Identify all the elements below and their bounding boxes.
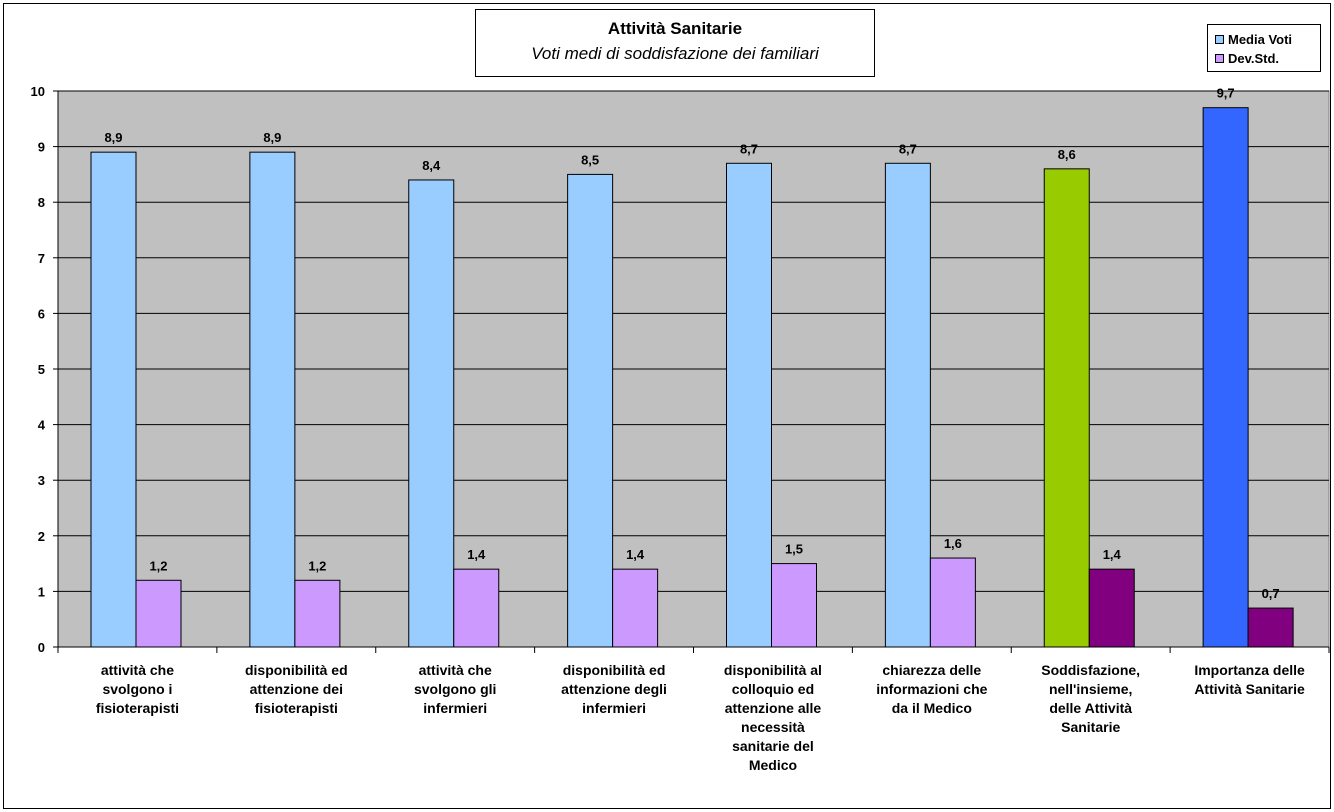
x-category-label: chiarezza delle informazioni che da il Med…: [857, 661, 1007, 718]
chart-title: Attività Sanitarie: [607, 19, 743, 38]
x-category-label-line: attenzione alle: [724, 700, 822, 716]
chart-subtitle: Voti medi di soddisfazione dei familiari: [531, 44, 819, 63]
data-label-dev-std: 1,4: [1103, 547, 1122, 562]
x-category-label-line: disponibilità ed: [244, 662, 348, 678]
bar-dev-std: [612, 568, 659, 648]
x-category-label-line: fisioterapisti: [254, 700, 338, 716]
x-category-label-line: necessità: [741, 719, 805, 735]
bar-media-voti: [408, 179, 455, 648]
x-category-label-line: nell'insieme,: [1048, 681, 1133, 697]
x-category-label-line: Medico: [748, 757, 798, 773]
y-tick-label: 3: [38, 473, 45, 488]
bar-dev-std: [1247, 607, 1294, 648]
x-category-label: disponibilità al colloquio ed attenzione a…: [698, 661, 848, 775]
bar-media-voti: [90, 151, 137, 648]
bar-dev-std: [1088, 568, 1135, 648]
data-label-media-voti: 8,9: [263, 130, 281, 145]
x-category-label-line: attenzione degli: [561, 681, 667, 697]
y-tick-label: 5: [38, 362, 45, 377]
y-tick-label: 6: [38, 306, 45, 321]
x-category-label: disponibilità ed attenzione degli infermie…: [539, 661, 689, 718]
chart-title-box: Attività Sanitarie Voti medi di soddisfa…: [475, 9, 875, 77]
data-label-dev-std: 1,5: [785, 542, 803, 557]
data-label-dev-std: 1,4: [626, 547, 645, 562]
data-label-dev-std: 1,2: [308, 558, 326, 573]
bar-media-voti: [249, 151, 296, 648]
legend-item-media-voti: Media Voti: [1215, 30, 1320, 49]
data-label-media-voti: 8,4: [422, 158, 441, 173]
x-category-label: attività che svolgono gli infermieri: [380, 661, 530, 718]
x-category-label-line: svolgono i: [102, 681, 173, 697]
bar-dev-std: [294, 579, 341, 648]
data-label-dev-std: 0,7: [1262, 586, 1280, 601]
x-category-label-line: da il Medico: [891, 700, 972, 716]
y-tick-label: 0: [38, 640, 45, 655]
data-label-media-voti: 8,6: [1058, 147, 1076, 162]
bar-media-voti: [567, 173, 614, 648]
bar-dev-std: [771, 563, 817, 648]
x-category-label: Soddisfazione, nell'insieme, delle Attivit…: [1016, 661, 1166, 737]
x-category-label-line: colloquio ed: [731, 681, 815, 697]
bar-media-voti: [1043, 168, 1090, 648]
x-category-label-line: Soddisfazione,: [1041, 662, 1141, 678]
x-category-label-line: Sanitarie: [1061, 719, 1121, 735]
x-category-label-line: svolgono gli: [413, 681, 497, 697]
data-label-media-voti: 8,7: [740, 141, 758, 156]
data-label-dev-std: 1,2: [149, 558, 167, 573]
x-category-label-line: Attività Sanitarie: [1194, 681, 1305, 697]
x-category-label-line: delle Attività: [1049, 700, 1133, 716]
x-category-label-line: attività che: [418, 662, 492, 678]
data-label-media-voti: 8,9: [104, 130, 122, 145]
x-category-label-line: disponibilità al: [723, 662, 822, 678]
data-label-media-voti: 9,7: [1217, 86, 1235, 101]
x-category-label-line: Importanza delle: [1194, 662, 1305, 678]
x-category-label-line: attenzione dei: [249, 681, 343, 697]
bar-dev-std: [453, 568, 500, 648]
legend-label-dev-std: Dev.Std.: [1228, 51, 1280, 66]
data-label-media-voti: 8,7: [899, 141, 917, 156]
x-category-label: disponibilità ed attenzione dei fisioterap…: [221, 661, 371, 718]
legend-item-dev-std: Dev.Std.: [1215, 49, 1320, 68]
data-label-media-voti: 8,5: [581, 152, 599, 167]
bar-dev-std: [929, 557, 976, 648]
y-tick-label: 2: [38, 529, 45, 544]
x-category-label: attività che svolgono i fisioterapisti: [62, 661, 212, 718]
y-tick-label: 4: [38, 418, 46, 433]
bar-media-voti: [884, 162, 931, 648]
legend-swatch-dev-std: [1215, 54, 1224, 63]
x-category-label-line: chiarezza delle: [882, 662, 982, 678]
y-tick-label: 7: [38, 251, 45, 266]
x-category-label-line: fisioterapisti: [95, 700, 180, 716]
data-label-dev-std: 1,4: [467, 547, 486, 562]
x-category-label-line: infermieri: [423, 700, 488, 716]
y-tick-label: 1: [38, 584, 45, 599]
bar-dev-std: [135, 579, 182, 648]
bar-media-voti: [1202, 107, 1249, 648]
legend-label-media-voti: Media Voti: [1228, 32, 1293, 47]
y-tick-label: 8: [38, 195, 45, 210]
x-category-label-line: sanitarie del: [732, 738, 814, 754]
chart-legend: Media Voti Dev.Std.: [1207, 24, 1321, 72]
x-category-label-line: disponibilità ed: [562, 662, 666, 678]
x-category-label-line: informazioni che: [876, 681, 988, 697]
data-label-dev-std: 1,6: [944, 536, 962, 551]
y-tick-label: 10: [31, 84, 45, 99]
y-tick-label: 9: [38, 140, 45, 155]
legend-swatch-media-voti: [1215, 35, 1224, 44]
x-category-label-line: infermieri: [582, 700, 646, 716]
x-category-label-line: attività che: [100, 662, 174, 678]
x-category-label: Importanza delle Attività Sanitarie: [1175, 661, 1325, 699]
bar-media-voti: [726, 162, 772, 648]
